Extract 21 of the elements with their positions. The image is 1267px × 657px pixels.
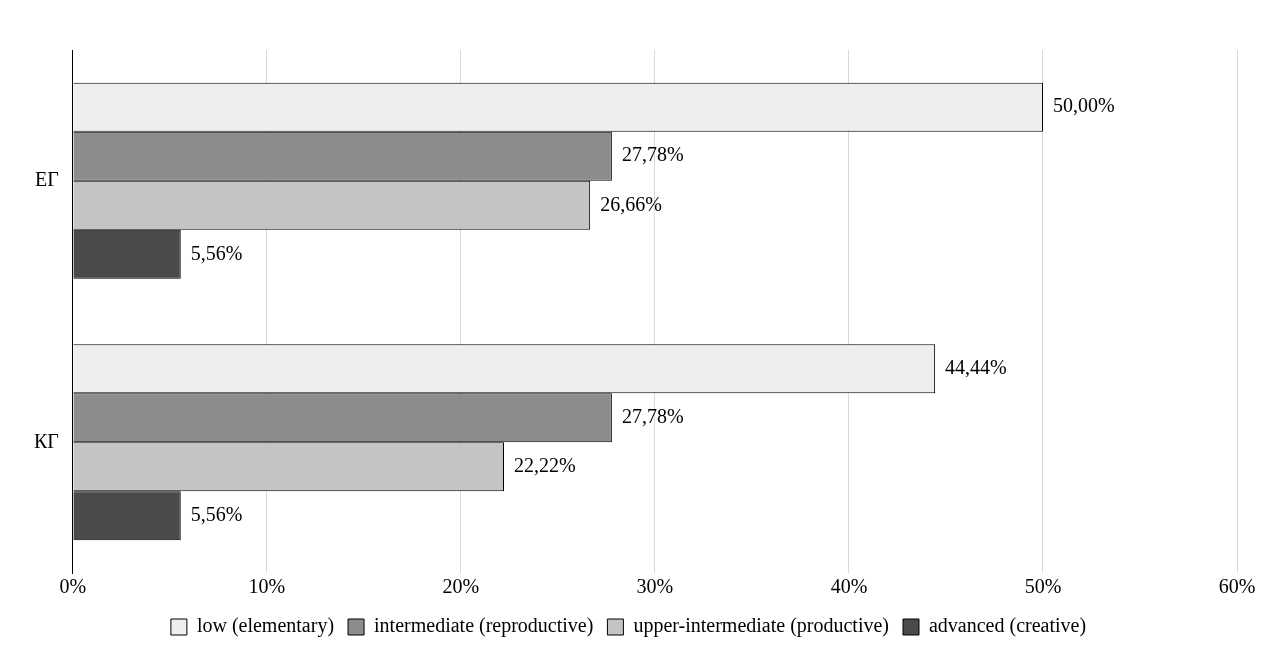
x-tick-label: 60% (1218, 575, 1256, 598)
legend-label: low (elementary) (196, 614, 335, 638)
x-tick-label: 30% (636, 575, 674, 598)
x-tick-label: 20% (442, 575, 480, 598)
data-label: 44,44% (945, 355, 1007, 378)
data-label: 5,56% (190, 241, 243, 264)
y-tick-label: КГ (34, 429, 59, 452)
data-label: 5,56% (190, 503, 243, 526)
legend-label: intermediate (reproductive) (374, 614, 594, 638)
data-label: 22,22% (514, 454, 576, 477)
x-tick-label: 10% (248, 575, 286, 598)
x-tick-label: 40% (830, 575, 868, 598)
data-label: 50,00% (1052, 94, 1115, 117)
data-label: 27,78% (621, 143, 684, 166)
legend-label: advanced (creative) (928, 614, 1087, 638)
data-label: 27,78% (621, 404, 684, 427)
data-label: 26,66% (600, 192, 662, 215)
legend-label: upper-intermediate (productive) (633, 614, 889, 638)
x-tick-label: 0% (59, 575, 87, 598)
y-tick-label: ЕГ (35, 168, 59, 190)
x-tick-label: 50% (1024, 575, 1062, 598)
